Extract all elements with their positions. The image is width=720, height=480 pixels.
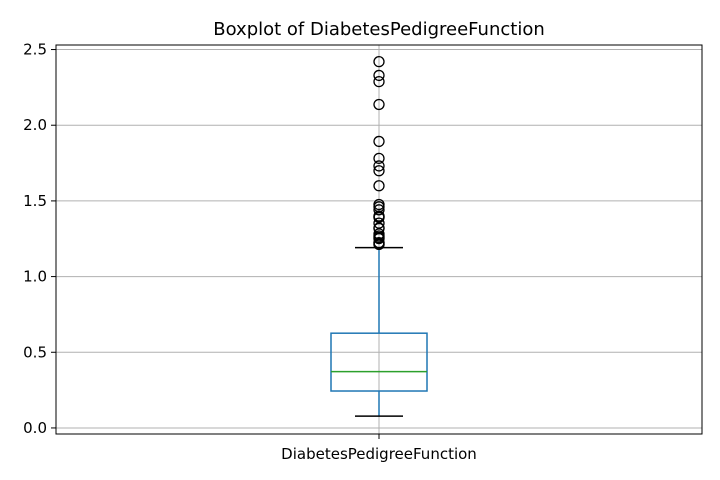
- outlier-point: [373, 204, 385, 216]
- outlier-point: [373, 230, 385, 242]
- outlier-point: [373, 165, 385, 177]
- y-tick-label: 2.0: [23, 116, 47, 134]
- iqr-box: [330, 332, 428, 392]
- y-axis: 0.0 0.5 1.0 1.5 2.0 2.5: [23, 41, 56, 437]
- y-tick-label: 0.5: [23, 343, 47, 361]
- outlier-point: [373, 160, 385, 172]
- outlier-point: [373, 135, 385, 148]
- outlier-point: [373, 180, 385, 192]
- x-axis: DiabetesPedigreeFunction: [281, 434, 477, 463]
- outlier-point: [373, 152, 385, 165]
- outlier-point: [373, 75, 385, 88]
- plot-frame: [55, 44, 703, 435]
- y-tick-label: 1.0: [23, 268, 47, 286]
- outlier-point: [373, 55, 385, 68]
- outlier-point: [373, 217, 385, 229]
- outlier-point: [373, 98, 385, 111]
- x-tick-label: DiabetesPedigreeFunction: [281, 445, 477, 463]
- y-tick-label: 0.0: [23, 419, 47, 437]
- outlier-point: [373, 238, 385, 250]
- y-tick-label: 1.5: [23, 192, 47, 210]
- box-group: [330, 246, 428, 417]
- chart-title: Boxplot of DiabetesPedigreeFunction: [213, 19, 545, 40]
- outlier-point: [373, 69, 385, 82]
- outlier-points: [373, 55, 385, 250]
- y-tick-label: 2.5: [23, 41, 47, 59]
